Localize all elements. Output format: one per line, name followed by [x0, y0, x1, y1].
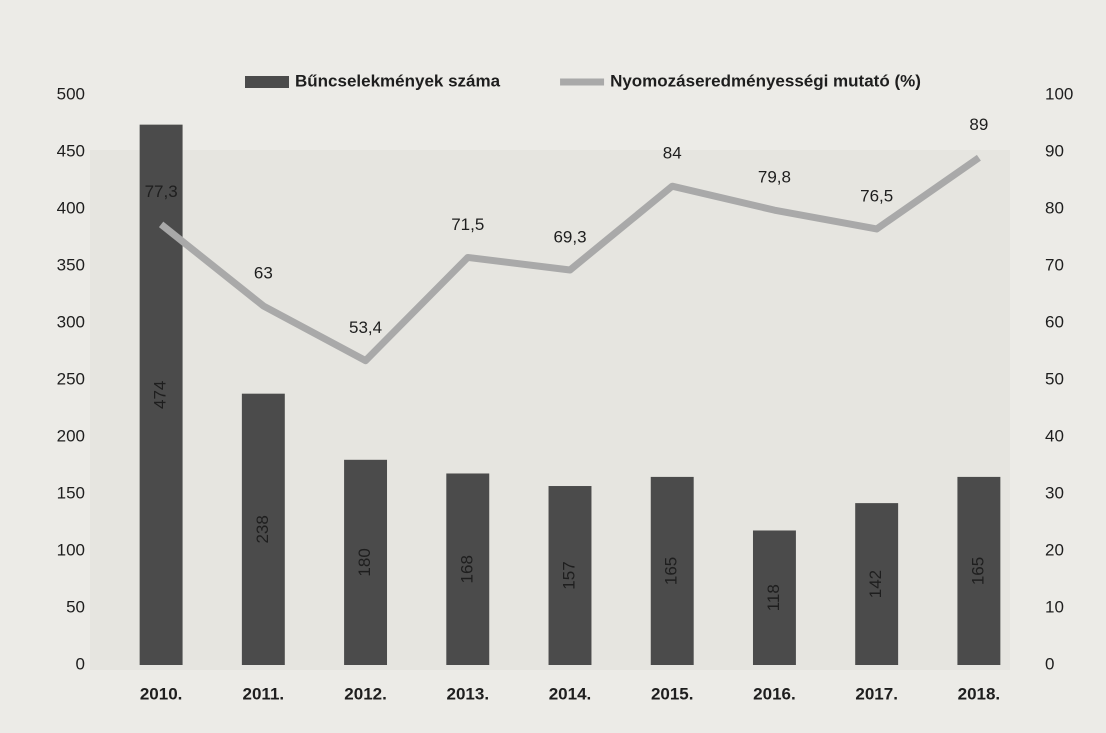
line-value-label: 84 — [663, 144, 682, 163]
line-value-label: 71,5 — [451, 215, 484, 234]
legend-swatch — [245, 76, 289, 88]
x-tick-label: 2018. — [958, 684, 1001, 703]
bar — [855, 503, 899, 665]
line-value-label: 63 — [254, 263, 273, 282]
y-tick-label: 50 — [66, 597, 85, 616]
y-tick-label: 200 — [57, 426, 85, 445]
line-value-label: 77,3 — [145, 182, 178, 201]
y-tick-label: 250 — [57, 369, 85, 388]
x-tick-label: 2017. — [855, 684, 898, 703]
bar-value-label: 165 — [968, 557, 987, 585]
x-tick-label: 2013. — [447, 684, 490, 703]
y2-tick-label: 10 — [1045, 597, 1064, 616]
bar — [957, 476, 1001, 665]
x-tick-label: 2010. — [140, 684, 183, 703]
legend-label: Nyomozáseredményességi mutató (%) — [610, 71, 921, 90]
y-tick-label: 400 — [57, 198, 85, 217]
y-tick-label: 450 — [57, 141, 85, 160]
bar-value-label: 142 — [866, 570, 885, 598]
bar-value-label: 168 — [457, 555, 476, 583]
x-tick-label: 2011. — [243, 684, 285, 703]
bar — [650, 476, 694, 665]
y2-tick-label: 30 — [1045, 483, 1064, 502]
line-value-label: 53,4 — [349, 318, 382, 337]
y2-tick-label: 20 — [1045, 540, 1064, 559]
bar-value-label: 157 — [559, 561, 578, 589]
line-value-label: 76,5 — [860, 186, 893, 205]
line-value-label: 79,8 — [758, 168, 791, 187]
x-tick-label: 2015. — [651, 684, 694, 703]
x-tick-label: 2016. — [753, 684, 796, 703]
y2-tick-label: 60 — [1045, 312, 1064, 331]
y2-tick-label: 70 — [1045, 255, 1064, 274]
legend-label: Bűncselekmények száma — [295, 71, 501, 90]
bar — [344, 459, 388, 665]
y-tick-label: 100 — [57, 540, 85, 559]
x-tick-label: 2012. — [344, 684, 387, 703]
bar-value-label: 180 — [355, 548, 374, 576]
y-tick-label: 350 — [57, 255, 85, 274]
bar-value-label: 165 — [662, 557, 681, 585]
y2-tick-label: 50 — [1045, 369, 1064, 388]
y2-tick-label: 90 — [1045, 141, 1064, 160]
bar — [752, 530, 796, 665]
y2-tick-label: 100 — [1045, 84, 1073, 103]
y2-tick-label: 40 — [1045, 426, 1064, 445]
y-tick-label: 500 — [57, 84, 85, 103]
bar — [548, 486, 592, 665]
line — [158, 154, 981, 365]
bar — [446, 473, 490, 665]
y-tick-label: 0 — [76, 654, 85, 673]
y-tick-label: 300 — [57, 312, 85, 331]
line-value-label: 69,3 — [553, 227, 586, 246]
bar — [241, 393, 285, 665]
y-tick-label: 150 — [57, 483, 85, 502]
y2-tick-label: 0 — [1045, 654, 1054, 673]
line-value-label: 89 — [969, 115, 988, 134]
y2-tick-label: 80 — [1045, 198, 1064, 217]
bar-value-label: 118 — [764, 584, 783, 611]
bar — [139, 124, 183, 665]
x-tick-label: 2014. — [549, 684, 592, 703]
bar-value-label: 474 — [151, 381, 170, 409]
bar-value-label: 238 — [253, 515, 272, 543]
